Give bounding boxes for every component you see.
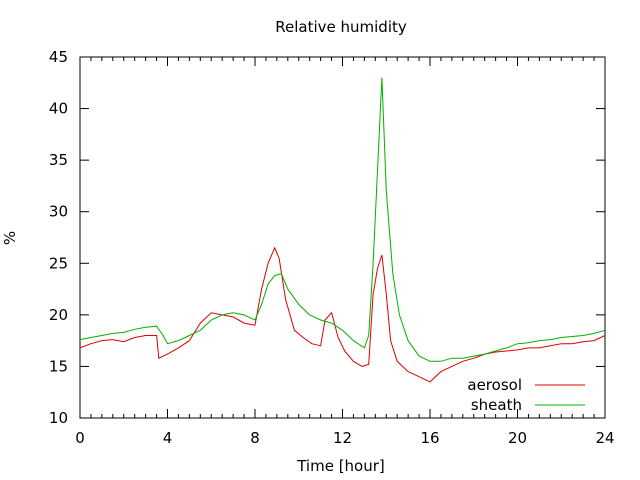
legend-label-sheath: sheath	[471, 396, 522, 414]
legend-label-aerosol: aerosol	[467, 376, 522, 394]
x-axis-label: Time [hour]	[296, 457, 385, 475]
y-tick-label: 45	[49, 48, 68, 66]
x-tick-label: 16	[420, 429, 439, 447]
series-line-aerosol	[79, 246, 606, 383]
series-line-sheath	[79, 77, 606, 362]
y-axis-label: %	[1, 231, 19, 245]
y-tick-label: 40	[49, 100, 68, 118]
plot-frame	[79, 56, 606, 419]
x-tick-label: 4	[163, 429, 173, 447]
y-tick-label: 25	[49, 254, 68, 272]
y-tick-labels: 10 15 20 25 30 35 40 45	[49, 48, 68, 427]
x-tick-label: 0	[75, 429, 85, 447]
chart-title: Relative humidity	[275, 18, 407, 36]
x-tick-labels: 0 4 8 12 16 20 24	[75, 429, 614, 447]
legend: aerosol sheath	[467, 376, 585, 414]
y-tick-label: 30	[49, 203, 68, 221]
x-tick-label: 20	[508, 429, 527, 447]
y-tick-label: 20	[49, 306, 68, 324]
axis-ticks	[79, 56, 606, 419]
x-tick-label: 12	[333, 429, 352, 447]
y-tick-label: 10	[49, 409, 68, 427]
x-tick-label: 8	[250, 429, 260, 447]
y-tick-label: 15	[49, 357, 68, 375]
series-lines	[79, 77, 606, 383]
x-tick-label: 24	[595, 429, 614, 447]
y-tick-label: 35	[49, 151, 68, 169]
